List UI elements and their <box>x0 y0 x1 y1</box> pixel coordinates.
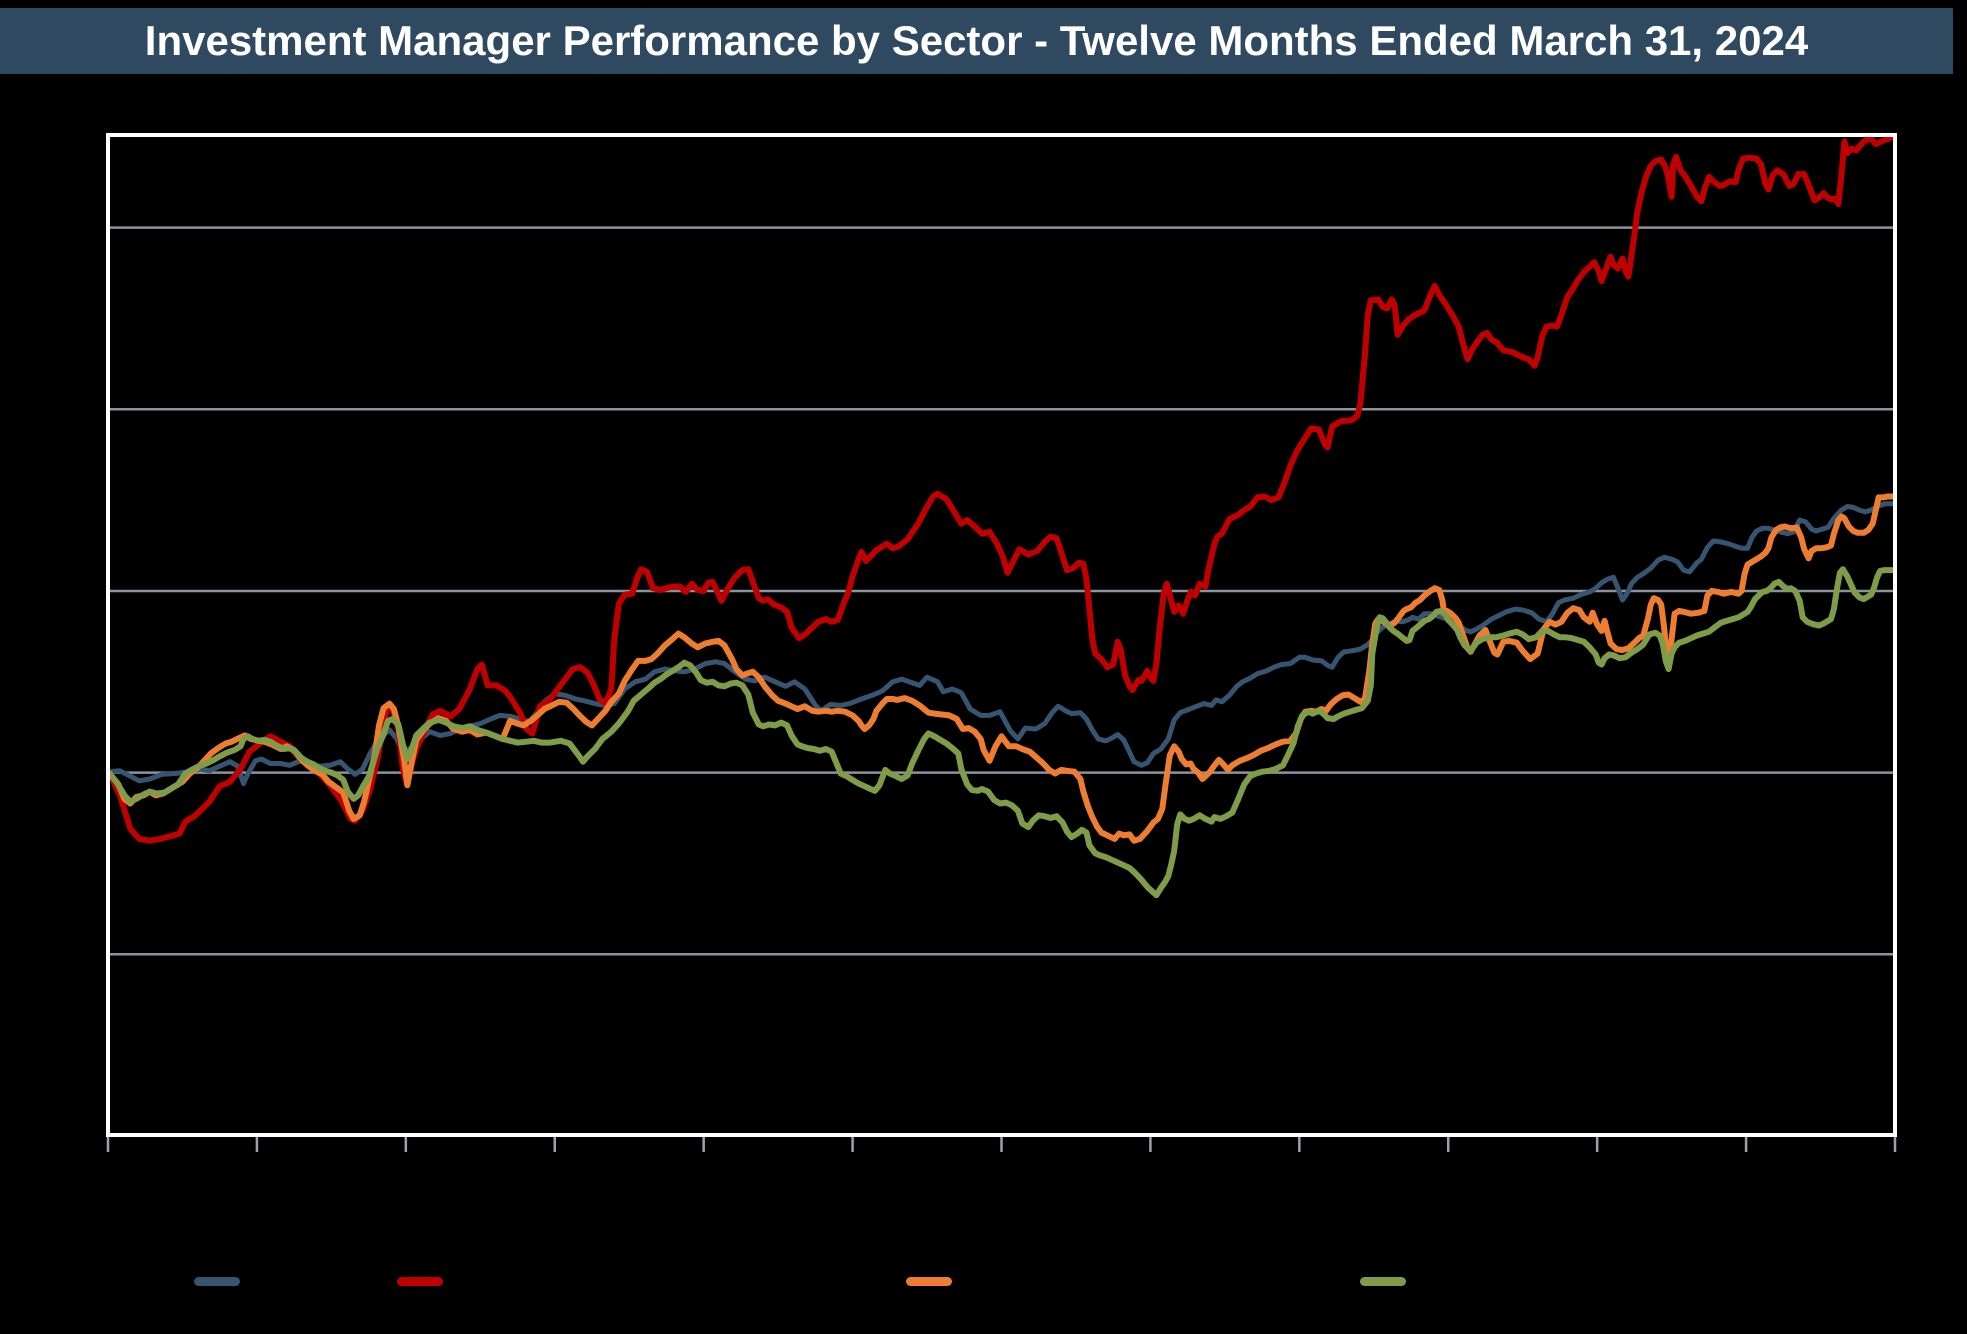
series-line-1 <box>107 501 1896 786</box>
plot-border <box>106 133 1897 1137</box>
title-bar: Investment Manager Performance by Sector… <box>0 8 1953 74</box>
page-title: Investment Manager Performance by Sector… <box>144 17 1809 64</box>
series-line-4 <box>106 566 1897 899</box>
series-line-2 <box>106 133 1897 844</box>
